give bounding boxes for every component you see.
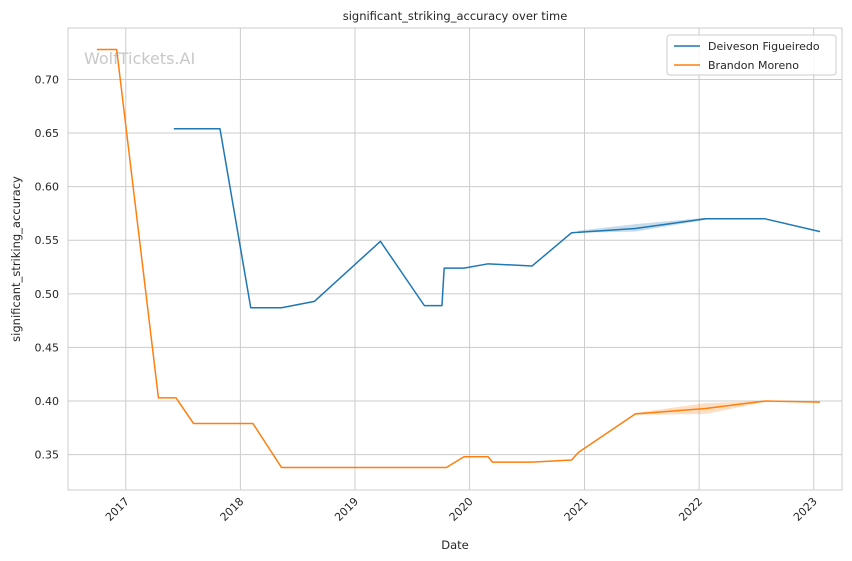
x-tick-label: 2018 bbox=[218, 495, 247, 524]
x-tick-label: 2022 bbox=[676, 495, 705, 524]
y-tick-label: 0.55 bbox=[35, 234, 60, 247]
y-tick-label: 0.65 bbox=[35, 127, 60, 140]
series-lines bbox=[96, 48, 821, 469]
x-axis-label: Date bbox=[441, 538, 469, 552]
grid bbox=[68, 28, 842, 490]
legend-label: Deiveson Figueiredo bbox=[708, 40, 820, 53]
x-tick-label: 2019 bbox=[332, 495, 361, 524]
legend-box bbox=[666, 34, 837, 76]
y-axis-label: significant_striking_accuracy bbox=[9, 176, 23, 342]
x-tick-label: 2017 bbox=[103, 495, 132, 524]
y-tick-label: 0.35 bbox=[35, 449, 60, 462]
series-band bbox=[578, 217, 706, 233]
legend-label: Brandon Moreno bbox=[708, 59, 799, 72]
y-tick-label: 0.45 bbox=[35, 341, 60, 354]
x-tick-label: 2021 bbox=[562, 495, 591, 524]
legend: Deiveson Figueiredo Brandon Moreno bbox=[666, 34, 837, 76]
y-tick-label: 0.40 bbox=[35, 395, 60, 408]
series-line bbox=[173, 128, 821, 309]
x-tick-label: 2020 bbox=[447, 495, 476, 524]
plot-border bbox=[67, 27, 843, 491]
x-tick-label: 2023 bbox=[791, 495, 820, 524]
y-tick-label: 0.70 bbox=[35, 73, 60, 86]
chart-title: significant_striking_accuracy over time bbox=[343, 9, 568, 23]
watermark: WolfTickets.AI bbox=[84, 49, 195, 68]
y-tick-label: 0.60 bbox=[35, 181, 60, 194]
series-line bbox=[96, 48, 821, 469]
y-tick-label: 0.50 bbox=[35, 288, 60, 301]
plot-area bbox=[68, 28, 842, 490]
